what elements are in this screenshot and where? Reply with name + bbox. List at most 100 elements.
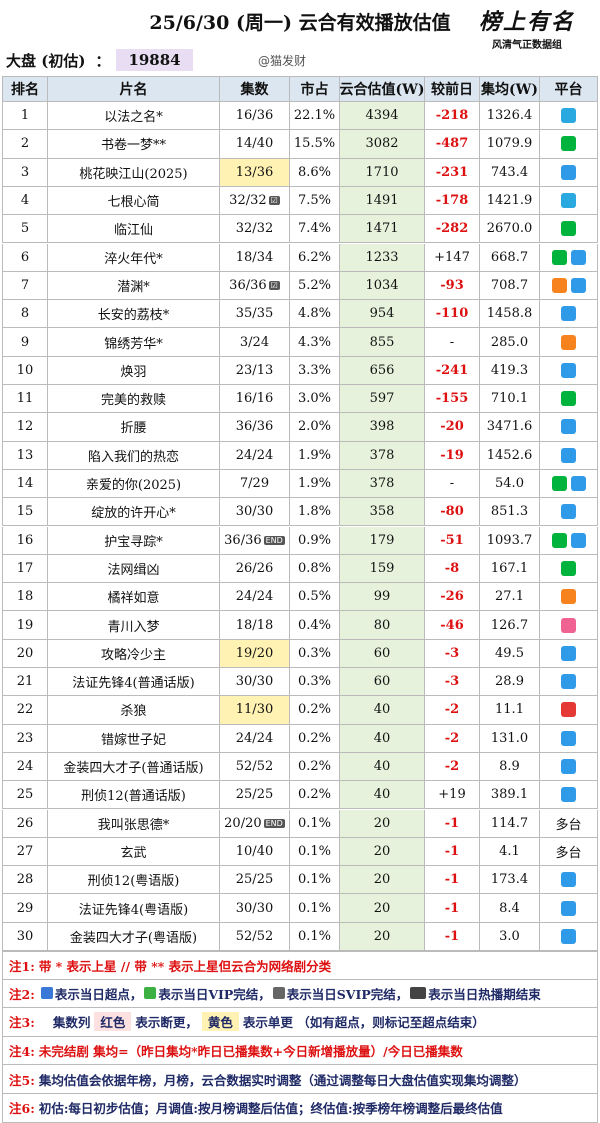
cell: -241 — [425, 356, 480, 384]
platform-icon — [561, 928, 576, 944]
cell-text: 3.0 — [499, 928, 520, 944]
table-row: 15 绽放的许开心* 30/30 1.8% 358 -80 851.3 — [2, 498, 598, 527]
cell: 3 — [2, 158, 48, 186]
cell: 2.0% — [290, 413, 340, 441]
cell: 131.0 — [480, 724, 540, 752]
cell: 完美的救赎 — [48, 385, 220, 413]
cell: 855 — [340, 328, 425, 356]
cell-text: -1 — [444, 872, 460, 888]
cell: 多台 — [540, 809, 598, 837]
cell-text: 长安的荔枝* — [97, 308, 170, 324]
platform-icon — [561, 221, 576, 237]
note-text: 表示当日VIP完结， — [158, 986, 271, 1002]
cell-text: 0.1% — [297, 900, 332, 916]
cell-text: 668.7 — [490, 249, 529, 265]
cell-text: -1 — [444, 928, 460, 944]
cell: 389.1 — [480, 781, 540, 809]
cell: 14/40 — [220, 130, 290, 158]
platform-icon — [561, 759, 576, 775]
cell: 青川入梦 — [48, 611, 220, 639]
cell-text: 绽放的许开心* — [91, 506, 176, 522]
cell-text: 0.4% — [297, 617, 332, 633]
cell-text: 3/24 — [239, 334, 270, 350]
cell-text: 临江仙 — [113, 223, 153, 239]
cell: 3.3% — [290, 356, 340, 384]
cell: 597 — [340, 385, 425, 413]
header-row: 排名 片名 集数 市占 云合估值(W) 较前日 集均(W) 平台 — [2, 76, 598, 102]
cell-text: 389.1 — [490, 787, 529, 803]
note-text: 初估:每日初步估值；月调值:按月榜调整后估值；终估值:按季榜年榜调整后最终估值 — [38, 1101, 503, 1117]
cell-text: 24/24 — [235, 730, 274, 746]
cell-text: 30/30 — [235, 900, 274, 916]
cell-text: 0.1% — [297, 843, 332, 859]
cell: 5.2% — [290, 271, 340, 300]
cell: 6.2% — [290, 243, 340, 271]
cell-text: -80 — [440, 504, 464, 520]
cell-text: 126.7 — [490, 617, 529, 633]
cell-text: 攻略冷少主 — [100, 647, 166, 663]
cell-text: 3.3% — [297, 362, 332, 378]
cell-text: 24/24 — [235, 589, 274, 605]
cell-text: 刑侦12(粤语版) — [87, 874, 180, 890]
cell-text: 七根心简 — [107, 195, 160, 211]
cell: -2 — [425, 752, 480, 781]
cell-text: 25/25 — [235, 787, 274, 803]
cell: 杀狼 — [48, 696, 220, 724]
cell: 17 — [2, 554, 48, 583]
cell: 20 — [340, 894, 425, 922]
cell-text: 179 — [369, 532, 395, 548]
cell: 99 — [340, 583, 425, 611]
cell — [540, 668, 598, 696]
platform-icon — [561, 108, 576, 124]
cell: -20 — [425, 413, 480, 441]
cell: 126.7 — [480, 611, 540, 639]
cell: -231 — [425, 158, 480, 186]
cell — [540, 724, 598, 752]
icon — [40, 987, 53, 1000]
cell: -93 — [425, 271, 480, 300]
cell: 28 — [2, 866, 48, 894]
cell-text: 378 — [369, 447, 395, 463]
cell-text: 16/36 — [235, 108, 274, 124]
cell-text: 1034 — [365, 277, 399, 293]
cell: 3/24 — [220, 328, 290, 356]
cell-text: 27.1 — [495, 589, 524, 605]
cell-text: 6 — [20, 249, 30, 265]
badge: END — [263, 818, 285, 828]
cell: -155 — [425, 385, 480, 413]
cell: 七根心简 — [48, 186, 220, 215]
cell: 26 — [2, 809, 48, 837]
cell: 30/30 — [220, 668, 290, 696]
note-text: 带 * 表示上星 // 带 ** 表示上星但云合为网络剧分类 — [38, 958, 332, 974]
cell-text: 10 — [16, 362, 34, 378]
cell: 16 — [2, 526, 48, 554]
note-label: 注5: — [9, 1072, 35, 1088]
cell-text: 橘祥如意 — [107, 591, 160, 607]
cell-text: -3 — [444, 674, 460, 690]
badge: ☑ — [268, 196, 280, 206]
cell: 1326.4 — [480, 102, 540, 130]
cell: 11.1 — [480, 696, 540, 724]
market-label: 大盘 (初估) — [6, 51, 86, 70]
cell-text: 29 — [16, 900, 34, 916]
cell-text: 0.2% — [297, 787, 332, 803]
cell: 0.1% — [290, 866, 340, 894]
cell: 40 — [340, 781, 425, 809]
cell-text: -155 — [435, 391, 469, 407]
cell-text: 0.8% — [297, 560, 332, 576]
cell: 7/29 — [220, 469, 290, 498]
column-header: 市占 — [290, 77, 340, 101]
cell: 710.1 — [480, 385, 540, 413]
cell-text: 597 — [369, 391, 395, 407]
table-row: 11 完美的救赎 16/16 3.0% 597 -155 710.1 — [2, 385, 598, 414]
cell: 1.9% — [290, 441, 340, 469]
table-row: 23 错嫁世子妃 24/24 0.2% 40 -2 131.0 — [2, 724, 598, 753]
cell-text: 36/36 — [235, 419, 274, 435]
cell: -1 — [425, 837, 480, 866]
cell-text: 28 — [16, 872, 34, 888]
cell: 25/25 — [220, 781, 290, 809]
platform-icon — [551, 532, 567, 548]
cell-text: 20 — [373, 928, 391, 944]
cell: 0.1% — [290, 809, 340, 837]
